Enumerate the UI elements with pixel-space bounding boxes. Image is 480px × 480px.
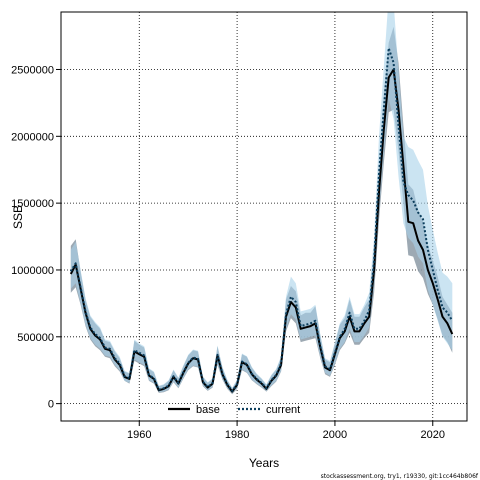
y-axis-title: SSB bbox=[11, 205, 25, 229]
y-tick-label: 1000000 bbox=[11, 265, 54, 277]
grid-lines bbox=[61, 12, 467, 421]
x-tick-label: 2000 bbox=[323, 429, 347, 441]
x-tick-label: 1960 bbox=[127, 429, 151, 441]
legend-label-base: base bbox=[196, 404, 220, 416]
confidence-bands bbox=[70, 12, 453, 395]
y-tick-label: 500000 bbox=[17, 332, 54, 344]
legend: base current bbox=[168, 404, 300, 416]
y-tick-label: 2000000 bbox=[11, 131, 54, 143]
y-tick-label: 1500000 bbox=[11, 198, 54, 210]
x-tick-label: 2020 bbox=[421, 429, 445, 441]
x-axis-title: Years bbox=[249, 456, 279, 470]
y-tick-label: 0 bbox=[48, 399, 54, 411]
footer-credit: stockassessment.org, try1, r19330, git:1… bbox=[321, 473, 479, 480]
confidence-band-base bbox=[70, 26, 453, 395]
confidence-band-current bbox=[70, 12, 453, 394]
x-tick-label: 1980 bbox=[225, 429, 249, 441]
legend-label-current: current bbox=[266, 404, 300, 416]
y-tick-label: 2500000 bbox=[11, 64, 54, 76]
series-lines bbox=[69, 47, 454, 393]
axis-ticks: 1960 1980 2000 2020 0 500000 1000000 1500000 200… bbox=[11, 64, 445, 441]
plot-frame bbox=[60, 11, 468, 422]
